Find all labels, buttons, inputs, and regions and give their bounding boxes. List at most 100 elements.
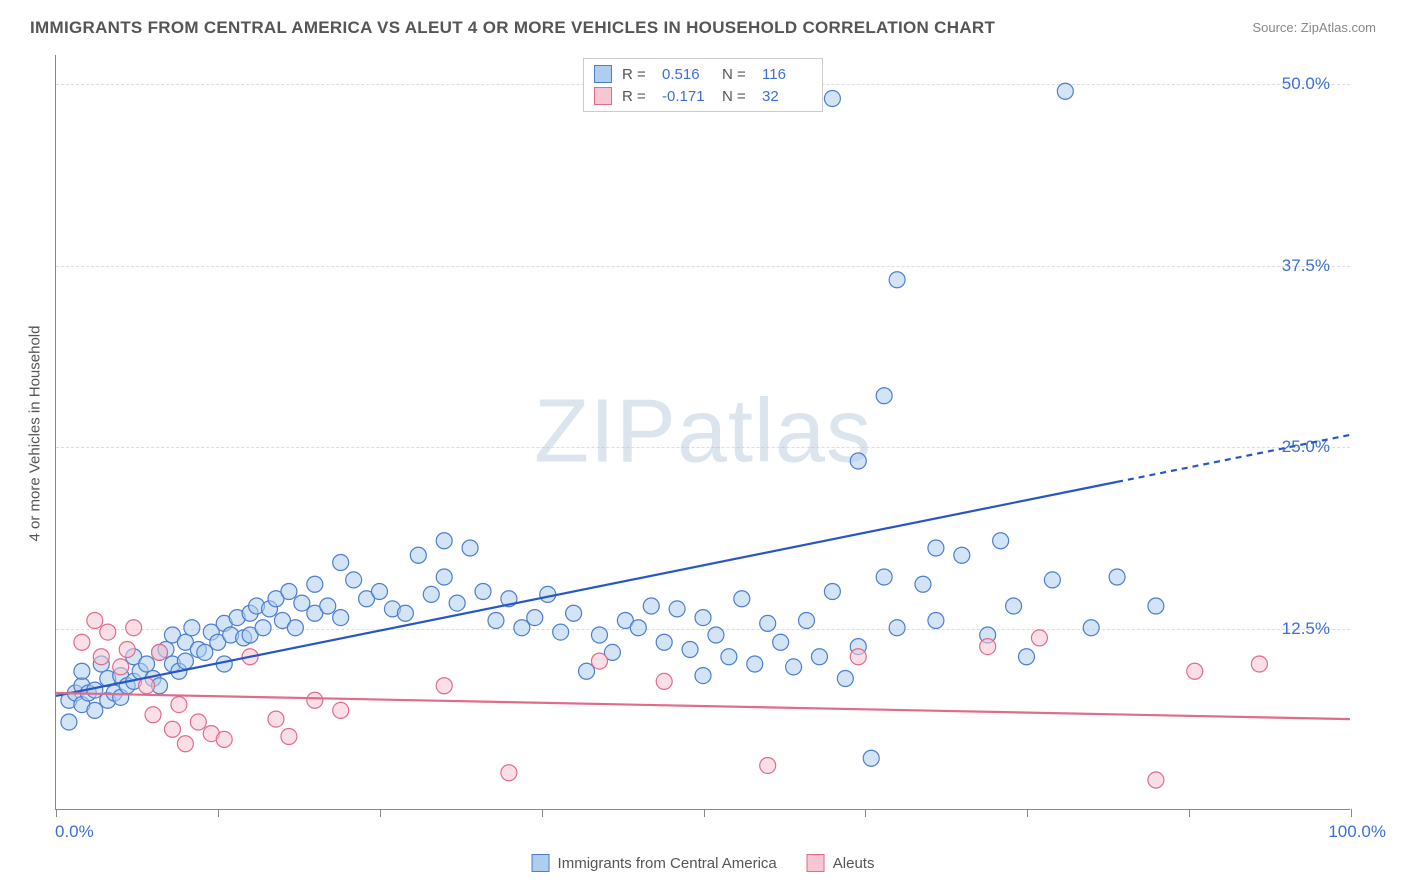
scatter-point (643, 598, 659, 614)
scatter-point (889, 620, 905, 636)
scatter-point (514, 620, 530, 636)
scatter-point (1148, 598, 1164, 614)
scatter-point (1083, 620, 1099, 636)
correlation-legend-row: R =-0.171N =32 (594, 85, 812, 107)
series-legend-label: Aleuts (833, 855, 875, 872)
scatter-point (1044, 572, 1060, 588)
scatter-point (980, 639, 996, 655)
legend-r-label: R = (622, 66, 652, 83)
series-legend: Immigrants from Central America Aleuts (532, 854, 875, 872)
scatter-point (87, 702, 103, 718)
scatter-point (993, 533, 1009, 549)
series-legend-item: Immigrants from Central America (532, 854, 777, 872)
scatter-point (682, 642, 698, 658)
legend-r-value: -0.171 (662, 88, 712, 105)
scatter-point (850, 649, 866, 665)
scatter-point (708, 627, 724, 643)
scatter-point (294, 595, 310, 611)
scatter-point (501, 765, 517, 781)
legend-n-value: 32 (762, 88, 812, 105)
scatter-point (954, 547, 970, 563)
legend-n-value: 116 (762, 66, 812, 83)
scatter-point (74, 634, 90, 650)
scatter-point (87, 613, 103, 629)
scatter-point (449, 595, 465, 611)
scatter-point (527, 610, 543, 626)
x-tick (218, 809, 219, 817)
scatter-point (553, 624, 569, 640)
legend-r-value: 0.516 (662, 66, 712, 83)
source-label: Source: ZipAtlas.com (1252, 20, 1376, 35)
scatter-point (139, 678, 155, 694)
scatter-point (333, 555, 349, 571)
scatter-point (320, 598, 336, 614)
scatter-point (177, 736, 193, 752)
scatter-point (281, 584, 297, 600)
x-tick (1351, 809, 1352, 817)
scatter-point (164, 721, 180, 737)
trend-line (56, 693, 1350, 719)
scatter-point (74, 663, 90, 679)
scatter-point (152, 644, 168, 660)
scatter-point (423, 586, 439, 602)
scatter-point (928, 540, 944, 556)
scatter-point (876, 569, 892, 585)
scatter-point (889, 272, 905, 288)
scatter-point (268, 711, 284, 727)
scatter-point (669, 601, 685, 617)
scatter-point (281, 729, 297, 745)
x-tick (704, 809, 705, 817)
scatter-point (656, 673, 672, 689)
scatter-point (333, 702, 349, 718)
correlation-legend-row: R = 0.516 N = 116 (594, 63, 812, 85)
scatter-point (695, 610, 711, 626)
scatter-point (61, 714, 77, 730)
x-tick (542, 809, 543, 817)
scatter-point (190, 714, 206, 730)
scatter-point (824, 584, 840, 600)
series-legend-item: Aleuts (807, 854, 875, 872)
scatter-point (397, 605, 413, 621)
y-axis-label: 4 or more Vehicles in Household (27, 294, 44, 574)
x-tick (380, 809, 381, 817)
scatter-point (695, 668, 711, 684)
scatter-point (1148, 772, 1164, 788)
x-tick-label-min: 0.0% (55, 822, 94, 842)
scatter-point (928, 613, 944, 629)
scatter-point (126, 620, 142, 636)
scatter-point (488, 613, 504, 629)
scatter-point (915, 576, 931, 592)
scatter-point (760, 615, 776, 631)
x-tick (1189, 809, 1190, 817)
scatter-point (475, 584, 491, 600)
legend-swatch (807, 854, 825, 872)
correlation-legend: R = 0.516 N = 116 R =-0.171N =32 (583, 58, 823, 112)
legend-swatch (594, 87, 612, 105)
scatter-point (591, 653, 607, 669)
y-axis-label-area: 4 or more Vehicles in Household (15, 55, 45, 810)
scatter-point (721, 649, 737, 665)
scatter-point (93, 649, 109, 665)
legend-n-label: N = (722, 66, 752, 83)
x-tick (865, 809, 866, 817)
scatter-point (1187, 663, 1203, 679)
x-tick (1027, 809, 1028, 817)
scatter-point (837, 671, 853, 687)
scatter-point (773, 634, 789, 650)
scatter-point (184, 620, 200, 636)
trend-line-dashed (1117, 435, 1350, 482)
scatter-point (346, 572, 362, 588)
scatter-point (216, 731, 232, 747)
scatter-point (811, 649, 827, 665)
scatter-point (436, 533, 452, 549)
scatter-point (591, 627, 607, 643)
scatter-point (1057, 83, 1073, 99)
scatter-point (863, 750, 879, 766)
scatter-point (307, 692, 323, 708)
legend-swatch (594, 65, 612, 83)
scatter-point (656, 634, 672, 650)
scatter-point (760, 758, 776, 774)
scatter-point (579, 663, 595, 679)
scatter-point (197, 644, 213, 660)
scatter-point (630, 620, 646, 636)
